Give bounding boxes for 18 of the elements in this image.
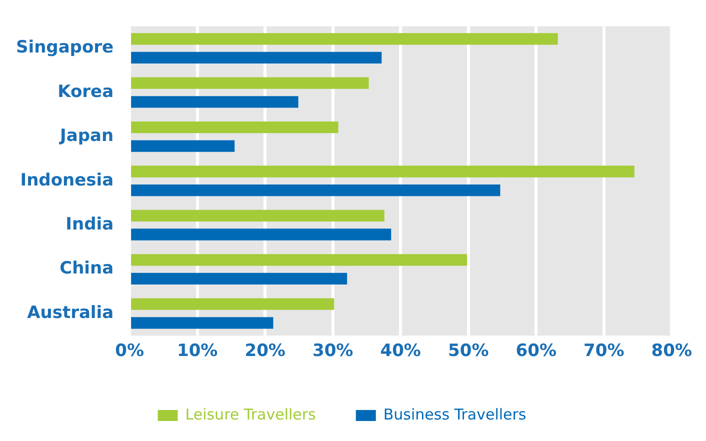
y-tick-label: China — [60, 258, 114, 279]
x-tick-label: 80% — [651, 341, 692, 362]
y-tick-label: Indonesia — [20, 170, 114, 190]
x-tick-label: 30% — [312, 341, 354, 362]
y-tick-label: Korea — [58, 82, 114, 102]
y-tick-label: Australia — [27, 302, 114, 323]
y-tick-label: Japan — [59, 126, 114, 146]
x-tick-label: 40% — [380, 341, 421, 362]
y-tick-label: India — [66, 214, 114, 235]
x-tick-label: 60% — [516, 341, 556, 362]
legend-label: Leisure Travellers — [185, 405, 316, 424]
y-tick-label: Singapore — [16, 38, 114, 58]
x-tick-label: 70% — [584, 341, 624, 362]
x-tick-label: 10% — [176, 341, 218, 362]
x-tick-label: 0% — [115, 341, 144, 362]
x-tick-label: 50% — [448, 341, 489, 362]
legend-label: Business Travellers — [383, 405, 526, 424]
x-tick-label: 20% — [244, 341, 286, 362]
